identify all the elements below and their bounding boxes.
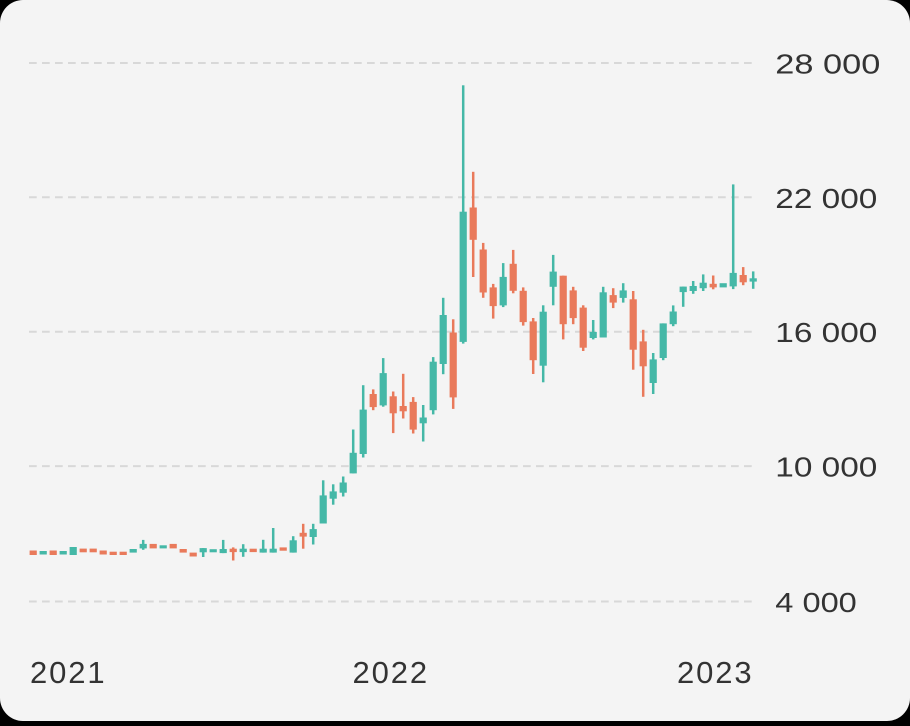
svg-text:10 000: 10 000 [775,452,877,483]
svg-text:22 000: 22 000 [775,183,877,214]
svg-text:2023: 2023 [677,655,754,690]
svg-text:4 000: 4 000 [775,587,857,618]
svg-text:2022: 2022 [353,655,430,690]
svg-text:16 000: 16 000 [775,317,877,348]
svg-text:28 000: 28 000 [775,49,880,80]
svg-text:2021: 2021 [30,655,107,690]
